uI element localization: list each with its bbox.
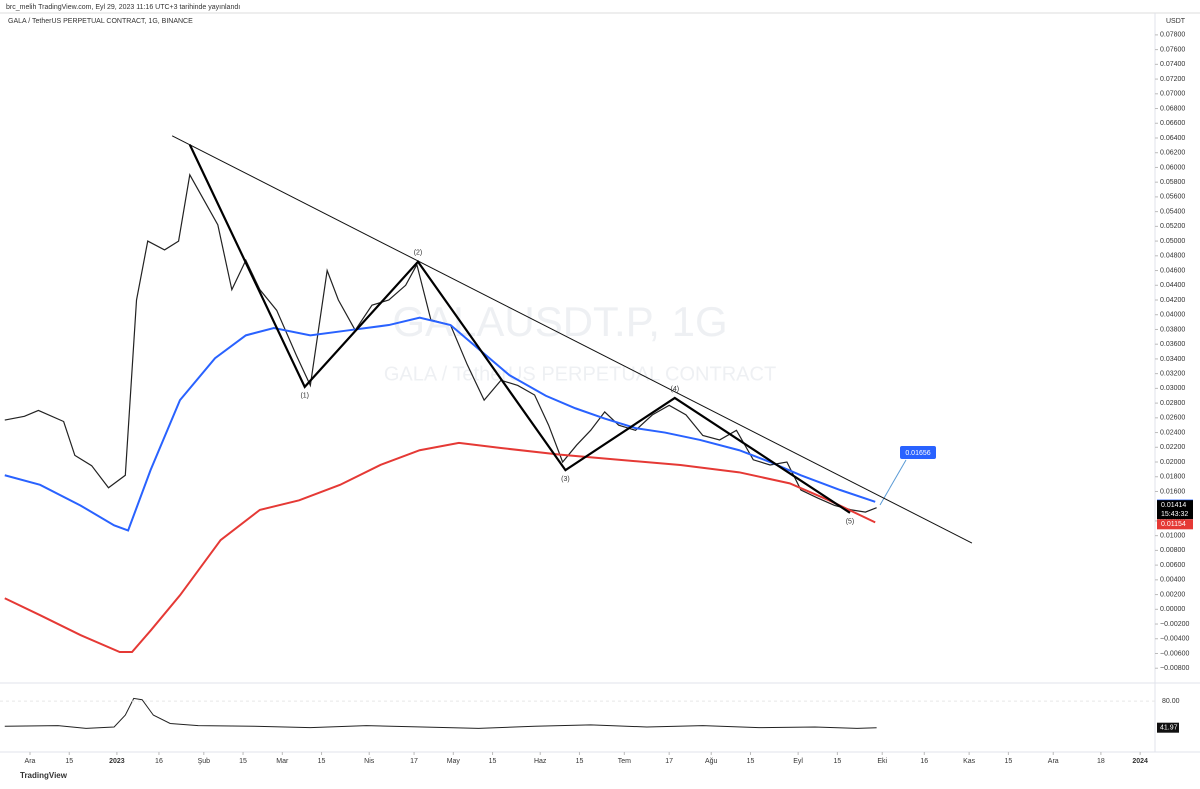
price-tag-label: 0.01414 (1161, 502, 1186, 509)
y-tick-label: 0.01800 (1160, 474, 1185, 481)
y-tick-label: 0.04600 (1160, 267, 1185, 274)
y-tick-label: 0.07800 (1160, 32, 1185, 39)
y-tick-label: 0.02200 (1160, 444, 1185, 451)
y-tick-label: 0.04000 (1160, 312, 1185, 319)
x-tick-label: 15 (65, 758, 73, 765)
wave-label: (1) (300, 393, 309, 400)
y-tick-label: 0.03600 (1160, 341, 1185, 348)
x-tick-label: 15 (239, 758, 247, 765)
x-tick-label: 16 (155, 758, 163, 765)
x-tick-label: Ara (1048, 758, 1059, 765)
wave-label: (5) (846, 519, 855, 526)
x-tick-label: Eki (877, 758, 887, 765)
callout: 0.01656 (905, 450, 930, 457)
y-tick-label: 0.06200 (1160, 150, 1185, 157)
y-tick-label: 0.01600 (1160, 488, 1185, 495)
y-tick-label: 0.00200 (1160, 591, 1185, 598)
price-line (4, 441, 876, 654)
y-tick-label: 0.05600 (1160, 194, 1185, 201)
unit: USDT (1166, 18, 1186, 25)
y-tick-label: −0.00400 (1160, 636, 1189, 643)
x-tick-label: 2023 (109, 758, 125, 765)
x-tick-label: 17 (410, 758, 418, 765)
x-tick-label: 18 (1097, 758, 1105, 765)
wave-label: (4) (670, 386, 679, 393)
x-tick-label: 15 (489, 758, 497, 765)
y-tick-label: 0.00000 (1160, 606, 1185, 613)
x-tick-label: Şub (198, 758, 211, 765)
y-tick-label: 0.05000 (1160, 238, 1185, 245)
x-tick-label: 15 (576, 758, 584, 765)
y-tick-label: 0.03800 (1160, 326, 1185, 333)
x-tick-label: Tem (618, 758, 631, 765)
y-tick-label: 0.02000 (1160, 459, 1185, 466)
y-tick-label: 0.03000 (1160, 385, 1185, 392)
y-tick-label: 0.00400 (1160, 577, 1185, 584)
watermark-sub: GALA / TetherUS PERPETUAL CONTRACT (384, 363, 776, 385)
y-tick-label: 0.06400 (1160, 135, 1185, 142)
rsi-tick-label: 80.00 (1162, 698, 1180, 705)
y-tick-label: 0.05400 (1160, 208, 1185, 215)
price-line (188, 144, 851, 514)
y-tick-label: 0.02600 (1160, 415, 1185, 422)
y-tick-label: 0.04800 (1160, 253, 1185, 260)
y-tick-label: 0.06800 (1160, 105, 1185, 112)
rsi-last-tag (1157, 722, 1179, 733)
y-tick-label: 0.05800 (1160, 179, 1185, 186)
y-tick-label: 0.06000 (1160, 164, 1185, 171)
y-tick-label: 0.03400 (1160, 356, 1185, 363)
rsi-line (4, 697, 877, 729)
countdown: 15:43:32 (1161, 511, 1188, 518)
x-tick-label: Haz (534, 758, 547, 765)
y-tick-label: 0.02400 (1160, 429, 1185, 436)
y-tick-label: 0.00600 (1160, 562, 1185, 569)
callout-line (879, 459, 907, 506)
price-tag-label: 0.01154 (1161, 521, 1186, 528)
x-tick-label: 15 (1004, 758, 1012, 765)
y-tick-label: 0.03200 (1160, 370, 1185, 377)
y-tick-label: 0.05200 (1160, 223, 1185, 230)
rsi-last-label: 41.97 (1160, 725, 1178, 732)
x-tick-label: Ara (25, 758, 36, 765)
wave-label: (3) (561, 476, 570, 483)
footer: TradingView (20, 771, 68, 780)
y-tick-label: 0.07200 (1160, 76, 1185, 83)
x-tick-label: Kas (963, 758, 976, 765)
x-tick-label: 2024 (1132, 758, 1148, 765)
y-tick-label: 0.07400 (1160, 61, 1185, 68)
x-tick-label: 16 (920, 758, 928, 765)
y-tick-label: 0.06600 (1160, 120, 1185, 127)
wave-label: (2) (414, 250, 423, 257)
price-tag (1157, 500, 1193, 520)
price-line (171, 135, 973, 544)
price-tag (1157, 519, 1193, 530)
x-tick-label: 17 (665, 758, 673, 765)
x-tick-label: Eyl (793, 758, 803, 765)
x-tick-label: May (447, 758, 461, 765)
x-tick-label: 15 (747, 758, 755, 765)
y-tick-label: 0.02800 (1160, 400, 1185, 407)
y-tick-label: −0.00800 (1160, 665, 1189, 672)
y-tick-label: 0.07000 (1160, 91, 1185, 98)
x-tick-label: Mar (276, 758, 289, 765)
byline: brc_melih TradingView.com, Eyl 29, 2023 … (6, 4, 240, 11)
symbol-title: GALA / TetherUS PERPETUAL CONTRACT, 1G, … (8, 18, 193, 25)
y-tick-label: 0.00800 (1160, 547, 1185, 554)
y-tick-label: 0.01000 (1160, 533, 1185, 540)
watermark: GALAUSDT.P, 1G (392, 298, 727, 345)
y-tick-label: 0.04200 (1160, 297, 1185, 304)
callout-box (900, 446, 936, 459)
x-tick-label: 15 (833, 758, 841, 765)
y-tick-label: 0.07600 (1160, 46, 1185, 53)
x-tick-label: 15 (318, 758, 326, 765)
x-tick-label: Nis (364, 758, 375, 765)
y-tick-label: −0.00600 (1160, 650, 1189, 657)
y-tick-label: −0.00200 (1160, 621, 1189, 628)
price-line (4, 316, 876, 532)
x-tick-label: Ağu (705, 758, 718, 765)
y-tick-label: 0.04400 (1160, 282, 1185, 289)
